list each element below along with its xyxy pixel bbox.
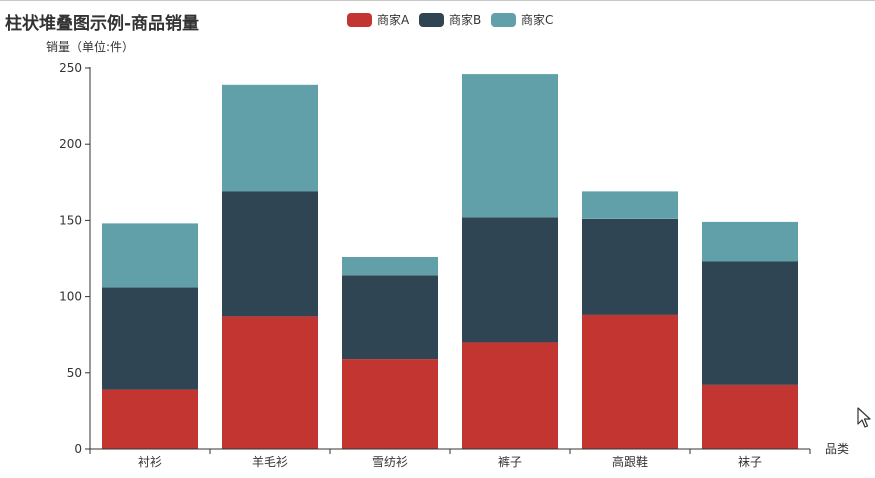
- y-axis: 0 50 100 150 200 250: [59, 61, 91, 456]
- legend: 商家A 商家B 商家C: [347, 12, 553, 27]
- bar-series2-cat0[interactable]: [102, 223, 198, 288]
- x-tick-label: 雪纺衫: [372, 455, 408, 469]
- bar-series0-cat0[interactable]: [102, 389, 198, 449]
- bar-series0-cat5[interactable]: [702, 385, 798, 449]
- legend-item-1[interactable]: 商家B: [419, 12, 481, 27]
- bar-series0-cat1[interactable]: [222, 316, 318, 449]
- legend-swatch: [491, 13, 516, 27]
- y-axis-title: 销量（单位:件）: [46, 39, 134, 54]
- chart-title: 柱状堆叠图示例-商品销量: [5, 14, 200, 34]
- y-tick-label: 150: [59, 213, 82, 227]
- y-tick-label: 250: [59, 61, 82, 75]
- x-axis: 衬衫 羊毛衫 雪纺衫 裤子 高跟鞋 袜子: [89, 448, 811, 469]
- top-divider: [0, 0, 875, 1]
- y-tick-label: 50: [67, 366, 82, 380]
- legend-item-0[interactable]: 商家A: [347, 12, 410, 27]
- bar-series1-cat4[interactable]: [582, 218, 678, 315]
- x-tick-label: 衬衫: [138, 455, 162, 469]
- x-tick-label: 高跟鞋: [612, 454, 648, 469]
- x-axis-title: 品类: [825, 442, 849, 456]
- bar-series1-cat5[interactable]: [702, 261, 798, 385]
- legend-swatch: [419, 13, 444, 27]
- bar-series2-cat5[interactable]: [702, 221, 798, 262]
- y-tick-label: 0: [74, 442, 82, 456]
- y-tick-label: 200: [59, 137, 82, 151]
- y-tick-label: 100: [59, 290, 82, 304]
- x-tick-label: 袜子: [738, 455, 762, 469]
- legend-label: 商家B: [449, 12, 481, 27]
- bar-series1-cat1[interactable]: [222, 191, 318, 317]
- legend-label: 商家C: [521, 12, 553, 27]
- bar-series1-cat3[interactable]: [462, 217, 558, 343]
- bar-series2-cat3[interactable]: [462, 74, 558, 218]
- bar-series0-cat2[interactable]: [342, 359, 438, 449]
- x-tick-label: 裤子: [498, 455, 522, 469]
- x-tick-label: 羊毛衫: [252, 454, 288, 469]
- legend-swatch: [347, 13, 372, 27]
- bar-series0-cat4[interactable]: [582, 314, 678, 449]
- legend-label: 商家A: [377, 12, 410, 27]
- bar-series2-cat4[interactable]: [582, 191, 678, 219]
- legend-item-2[interactable]: 商家C: [491, 12, 553, 27]
- bar-series1-cat0[interactable]: [102, 287, 198, 390]
- bars-layer: [102, 74, 798, 449]
- bar-series0-cat3[interactable]: [462, 342, 558, 449]
- bar-series1-cat2[interactable]: [342, 275, 438, 360]
- mouse-pointer-icon: [857, 407, 871, 428]
- bar-series2-cat1[interactable]: [222, 84, 318, 192]
- bar-series2-cat2[interactable]: [342, 257, 438, 276]
